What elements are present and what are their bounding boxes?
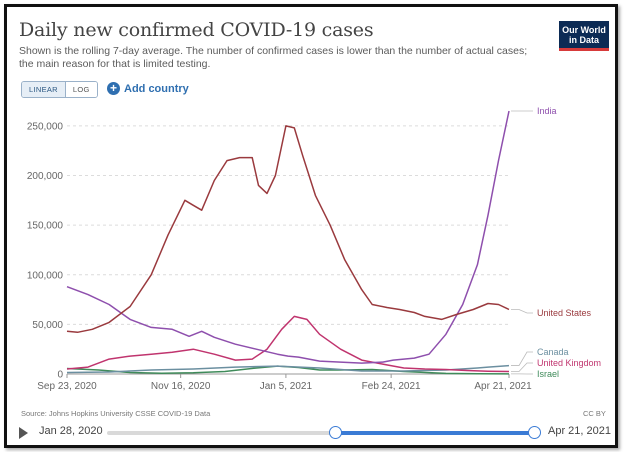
grid-layer	[67, 125, 509, 375]
scale-log-button[interactable]: LOG	[65, 82, 97, 97]
series-label-united-kingdom: United Kingdom	[537, 358, 601, 368]
timeline-end-handle[interactable]	[528, 426, 541, 439]
y-tick-label-1: 50,000	[32, 320, 63, 331]
scale-linear-button[interactable]: LINEAR	[22, 82, 66, 97]
chart-subtitle: Shown is the rolling 7-day average. The …	[19, 45, 528, 70]
line-chart: 0 50,000 100,000 150,000 200,000 250,000 Sep …	[27, 106, 601, 392]
series-label-india: India	[537, 106, 557, 116]
timeline-start-handle[interactable]	[328, 426, 342, 439]
chart-title: Daily new confirmed COVID-19 cases	[19, 19, 374, 41]
plus-icon: +	[107, 82, 120, 95]
series-label-israel: Israel	[537, 369, 559, 379]
series-connector-united-states	[511, 309, 533, 314]
series-connector-canada	[511, 351, 533, 366]
x-tick-label-1: Nov 16, 2020	[151, 381, 211, 392]
logo-line-1: Our World	[562, 25, 606, 35]
y-tick-label-2: 100,000	[27, 270, 64, 281]
play-icon[interactable]	[19, 427, 28, 439]
timeline-track[interactable]	[107, 431, 537, 435]
add-country-button[interactable]: + Add country	[107, 82, 189, 95]
chart-card: Daily new confirmed COVID-19 cases Shown…	[4, 4, 618, 448]
series-line-united-states	[66, 125, 510, 334]
x-tick-label-2: Jan 5, 2021	[260, 381, 313, 392]
timeline: Jan 28, 2020 Apr 21, 2021	[7, 421, 621, 445]
license-link[interactable]: CC BY	[583, 409, 606, 418]
series-layer	[66, 110, 510, 375]
y-tick-label-5: 250,000	[27, 121, 64, 132]
series-connector-united-kingdom	[511, 362, 533, 372]
y-tick-label-3: 150,000	[27, 221, 64, 232]
source-note: Source: Johns Hopkins University CSSE CO…	[21, 409, 211, 418]
scale-toggle: LINEAR LOG	[21, 81, 98, 98]
timeline-start-date: Jan 28, 2020	[39, 425, 103, 437]
x-tick-label-4: Apr 21, 2021	[474, 381, 532, 392]
series-line-canada	[66, 364, 510, 374]
series-label-canada: Canada	[537, 347, 569, 357]
y-tick-label-4: 200,000	[27, 171, 64, 182]
x-axis: Sep 23, 2020 Nov 16, 2020 Jan 5, 2021 Feb 2…	[37, 374, 532, 392]
y-axis: 0 50,000 100,000 150,000 200,000 250,000	[27, 121, 64, 380]
owid-logo[interactable]: Our World in Data	[559, 21, 609, 51]
logo-line-2: in Data	[568, 35, 599, 45]
series-line-united-kingdom	[66, 315, 510, 373]
timeline-selected-range	[334, 431, 534, 435]
series-line-india	[66, 110, 510, 364]
x-tick-label-0: Sep 23, 2020	[37, 381, 97, 392]
y-tick-label-0: 0	[57, 370, 63, 381]
timeline-end-date: Apr 21, 2021	[548, 425, 611, 437]
series-label-united-states: United States	[537, 308, 592, 318]
x-tick-label-3: Feb 24, 2021	[362, 381, 421, 392]
add-country-label: Add country	[124, 82, 189, 95]
